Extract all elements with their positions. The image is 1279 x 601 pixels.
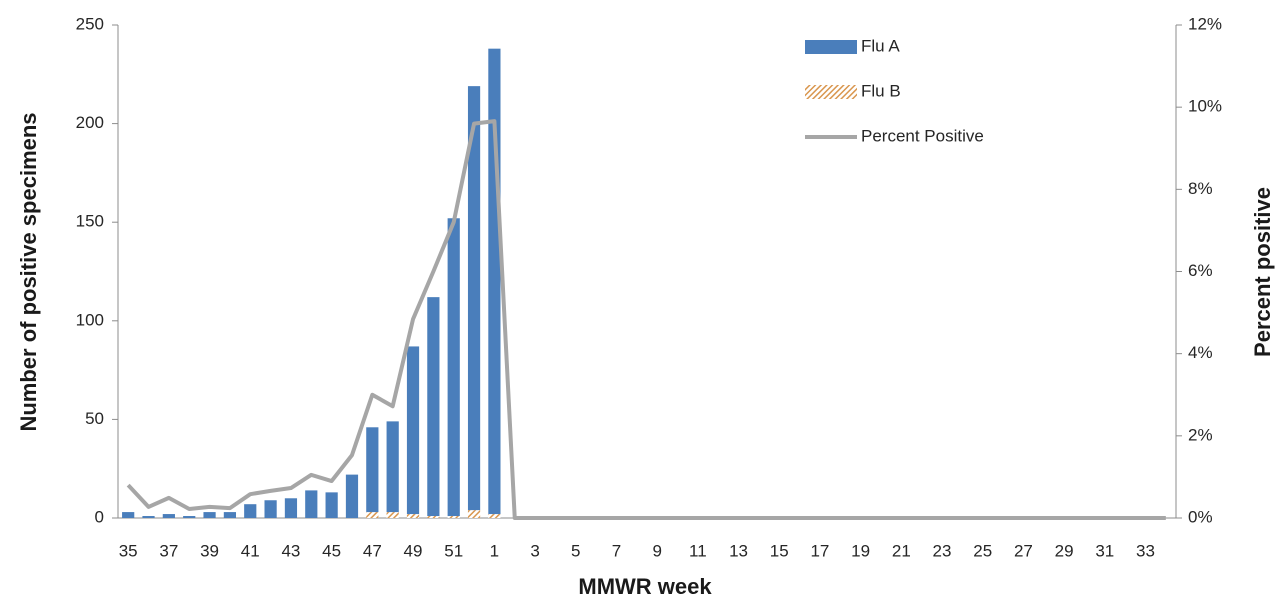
bar (427, 516, 440, 518)
bar (386, 421, 399, 513)
bar (203, 512, 216, 518)
y2-tick-label: 0% (1188, 507, 1213, 526)
bar (122, 512, 135, 518)
x-tick-label: 23 (933, 541, 952, 560)
bar (406, 346, 420, 515)
legend-label: Flu A (861, 36, 900, 55)
bar (325, 492, 338, 518)
y2-tick-label: 12% (1188, 14, 1222, 33)
y2-tick-label: 6% (1188, 261, 1213, 280)
legend-swatch (805, 40, 857, 54)
x-tick-label: 5 (571, 541, 580, 560)
x-tick-label: 29 (1055, 541, 1074, 560)
x-tick-label: 19 (851, 541, 870, 560)
x-tick-label: 43 (281, 541, 300, 560)
x-tick-label: 37 (159, 541, 178, 560)
bar (467, 510, 481, 518)
x-tick-label: 17 (810, 541, 829, 560)
legend-label: Flu B (861, 81, 901, 100)
x-tick-label: 9 (652, 541, 661, 560)
y-tick-label: 150 (76, 212, 104, 231)
y2-tick-label: 4% (1188, 343, 1213, 362)
x-tick-label: 47 (363, 541, 382, 560)
bar (366, 427, 379, 513)
x-tick-label: 35 (119, 541, 138, 560)
y-tick-label: 0 (95, 507, 104, 526)
x-tick-label: 21 (892, 541, 911, 560)
bar (488, 48, 501, 515)
x-tick-label: 39 (200, 541, 219, 560)
x-tick-label: 15 (770, 541, 789, 560)
bar (467, 86, 481, 511)
x-tick-label: 31 (1095, 541, 1114, 560)
bar (427, 297, 440, 517)
x-tick-label: 25 (973, 541, 992, 560)
x-tick-label: 33 (1136, 541, 1155, 560)
x-tick-label: 7 (612, 541, 621, 560)
x-tick-label: 1 (490, 541, 499, 560)
bar (366, 512, 379, 518)
y-tick-label: 200 (76, 113, 104, 132)
x-tick-label: 51 (444, 541, 463, 560)
line (126, 119, 1166, 520)
x-tick-label: 45 (322, 541, 341, 560)
y2-tick-label: 10% (1188, 97, 1222, 116)
x-tick-label: 3 (530, 541, 539, 560)
bar (345, 474, 359, 518)
y-tick-label: 50 (85, 409, 104, 428)
bar (447, 218, 460, 517)
bar (386, 512, 399, 518)
x-axis-title: MMWR week (578, 574, 712, 599)
bar (264, 500, 277, 518)
bar (305, 490, 318, 518)
bar (162, 514, 175, 518)
x-tick-label: 49 (404, 541, 423, 560)
x-tick-label: 11 (689, 541, 707, 560)
legend-swatch (805, 85, 857, 99)
x-tick-label: 27 (1014, 541, 1033, 560)
bar (447, 516, 460, 518)
y2-tick-label: 8% (1188, 179, 1213, 198)
y2-axis-title: Percent positive (1250, 187, 1275, 357)
bar (223, 512, 237, 518)
x-tick-label: 13 (729, 541, 748, 560)
y-tick-label: 100 (76, 310, 104, 329)
x-tick-label: 41 (241, 541, 260, 560)
bar (244, 504, 257, 518)
legend-label: Percent Positive (861, 126, 984, 145)
bar (284, 498, 298, 518)
y2-tick-label: 2% (1188, 425, 1213, 444)
bar (183, 516, 196, 518)
y-axis-title: Number of positive specimens (16, 112, 41, 431)
bar (488, 514, 501, 518)
bar (406, 514, 420, 518)
y-tick-label: 250 (76, 14, 104, 33)
bar (142, 516, 155, 518)
